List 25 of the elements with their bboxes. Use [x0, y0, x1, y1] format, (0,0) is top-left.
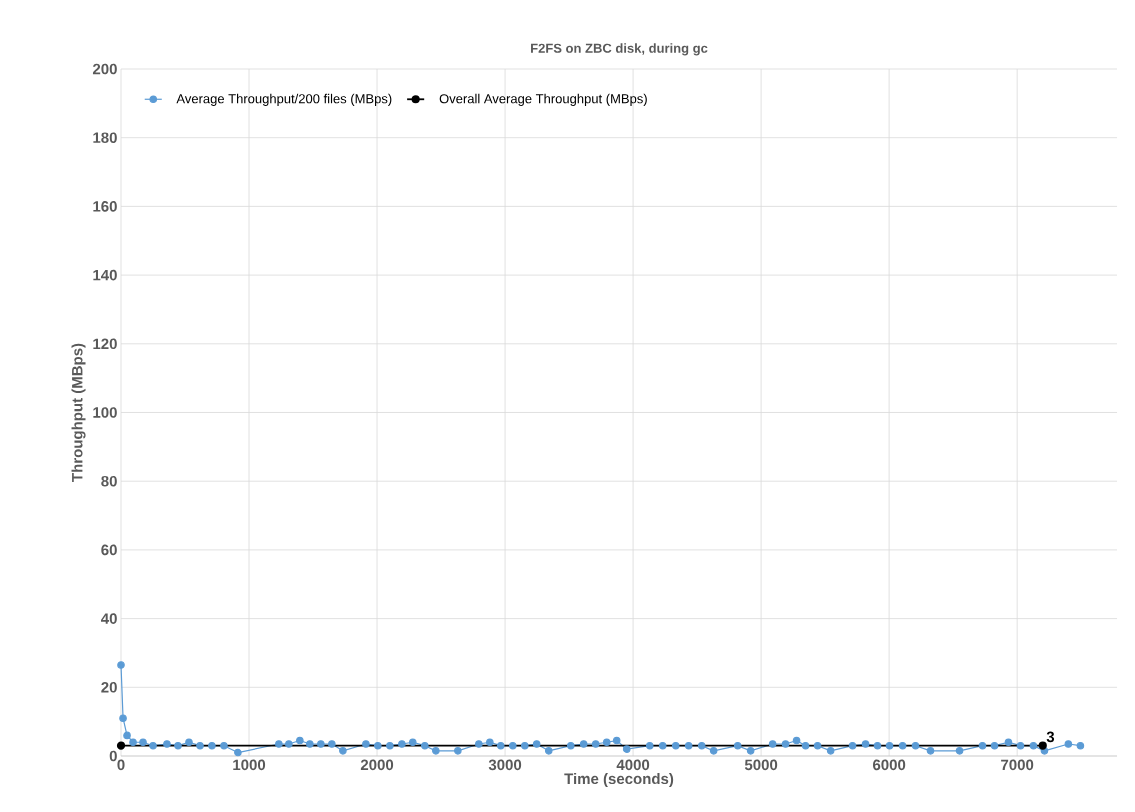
chart-title: F2FS on ZBC disk, during gc	[531, 43, 708, 56]
y-tick-label: 60	[101, 544, 117, 556]
x-tick-label: 2000	[360, 759, 394, 771]
legend-label: Average Throughput/200 files (MBps)	[176, 93, 392, 106]
legend-label: Overall Average Throughput (MBps)	[439, 93, 647, 106]
y-tick-label: 160	[93, 201, 117, 212]
y-tick-label: 100	[93, 407, 117, 418]
y-tick-label: 180	[93, 132, 117, 143]
y-tick-label: 140	[93, 269, 117, 281]
x-tick-label: 5000	[744, 759, 778, 771]
x-tick-label: 1000	[233, 759, 266, 771]
x-axis-title: Time (seconds)	[564, 773, 674, 788]
data-label: 3	[1046, 731, 1055, 743]
x-tick-label: 6000	[873, 759, 906, 771]
y-tick-label: 0	[109, 750, 117, 762]
x-tick-label: 0	[117, 759, 125, 771]
y-tick-label: 200	[92, 63, 117, 75]
x-tick-label: 3000	[488, 759, 522, 771]
x-tick-label: 7000	[1001, 759, 1034, 771]
y-tick-label: 40	[101, 613, 117, 624]
y-tick-label: 120	[93, 338, 117, 350]
x-tick-label: 4000	[616, 759, 650, 771]
y-tick-label: 80	[101, 475, 117, 487]
y-axis-title: Throughput (MBps)	[71, 343, 86, 482]
y-tick-label: 20	[101, 681, 117, 693]
